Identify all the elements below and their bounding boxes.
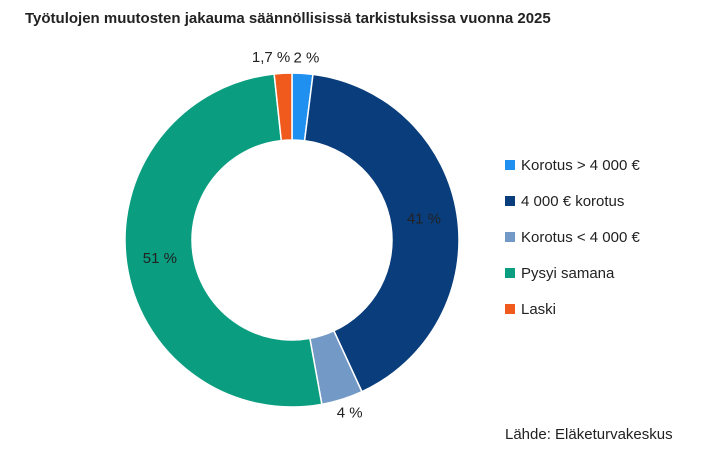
legend-label: Korotus > 4 000 € <box>521 157 640 174</box>
legend-swatch <box>505 232 515 242</box>
legend-swatch <box>505 196 515 206</box>
donut-segment <box>303 73 460 393</box>
source-note: Lähde: Eläketurvakeskus <box>505 426 673 443</box>
data-label: 51 % <box>143 250 177 267</box>
legend-label: Laski <box>521 301 556 318</box>
data-label: 41 % <box>407 211 441 228</box>
legend-swatch <box>505 160 515 170</box>
data-label: 4 % <box>337 405 363 422</box>
legend-label: Pysyi samana <box>521 265 615 282</box>
legend-swatch <box>505 304 515 314</box>
legend-swatch <box>505 268 515 278</box>
legend-label: 4 000 € korotus <box>521 193 624 210</box>
donut-segment <box>124 73 323 408</box>
legend-label: Korotus < 4 000 € <box>521 229 640 246</box>
data-label: 2 % <box>293 49 319 66</box>
donut-segment <box>273 72 293 142</box>
chart-title: Työtulojen muutosten jakauma säännöllisi… <box>25 10 551 27</box>
data-label: 1,7 % <box>252 49 290 66</box>
